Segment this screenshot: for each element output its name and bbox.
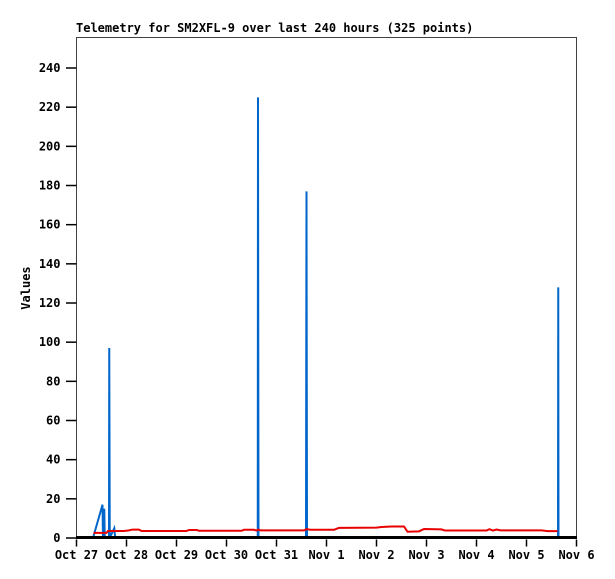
x-tick-label: Nov 3 — [408, 548, 444, 562]
y-tick-label: 40 — [46, 453, 60, 467]
plot-frame — [76, 37, 577, 539]
y-tick-label: 0 — [53, 531, 60, 545]
y-tick-label: 200 — [39, 139, 61, 153]
x-tick-label: Oct 27 — [55, 548, 98, 562]
series-line-telemetry-values-baseline — [93, 525, 558, 534]
y-tick-label: 220 — [39, 100, 61, 114]
x-tick-label: Oct 30 — [205, 548, 248, 562]
y-tick-label: 80 — [46, 374, 60, 388]
y-tick-label: 240 — [39, 61, 61, 75]
x-tick-label: Nov 2 — [358, 548, 394, 562]
y-tick-label: 100 — [39, 335, 61, 349]
y-tick-label: 60 — [46, 414, 60, 428]
x-tick-label: Oct 29 — [155, 548, 198, 562]
y-axis-ticks: 0 20 40 60 80 100 120 140 160 180 200 220 240 — [39, 61, 77, 545]
x-tick-label: Oct 28 — [105, 548, 148, 562]
x-axis-ticks: Oct 27 Oct 28 Oct 29 Oct 30 Oct 31 Nov 1 Nov 2… — [55, 539, 595, 562]
y-tick-label: 20 — [46, 492, 60, 506]
y-tick-label: 120 — [39, 296, 61, 310]
plot-border — [76, 37, 577, 539]
x-tick-label: Nov 6 — [558, 548, 594, 562]
x-tick-label: Nov 4 — [458, 548, 494, 562]
x-tick-label: Nov 5 — [508, 548, 544, 562]
y-tick-label: 160 — [39, 218, 61, 232]
data-series — [92, 97, 560, 539]
chart-title: Telemetry for SM2XFL-9 over last 240 hou… — [76, 21, 473, 35]
series-line-telemetry-values-spikes — [92, 97, 560, 539]
x-tick-label: Oct 31 — [255, 548, 298, 562]
x-tick-label: Nov 1 — [308, 548, 344, 562]
y-axis-label: Values — [19, 266, 33, 309]
y-tick-label: 140 — [39, 257, 61, 271]
y-tick-label: 180 — [39, 179, 61, 193]
